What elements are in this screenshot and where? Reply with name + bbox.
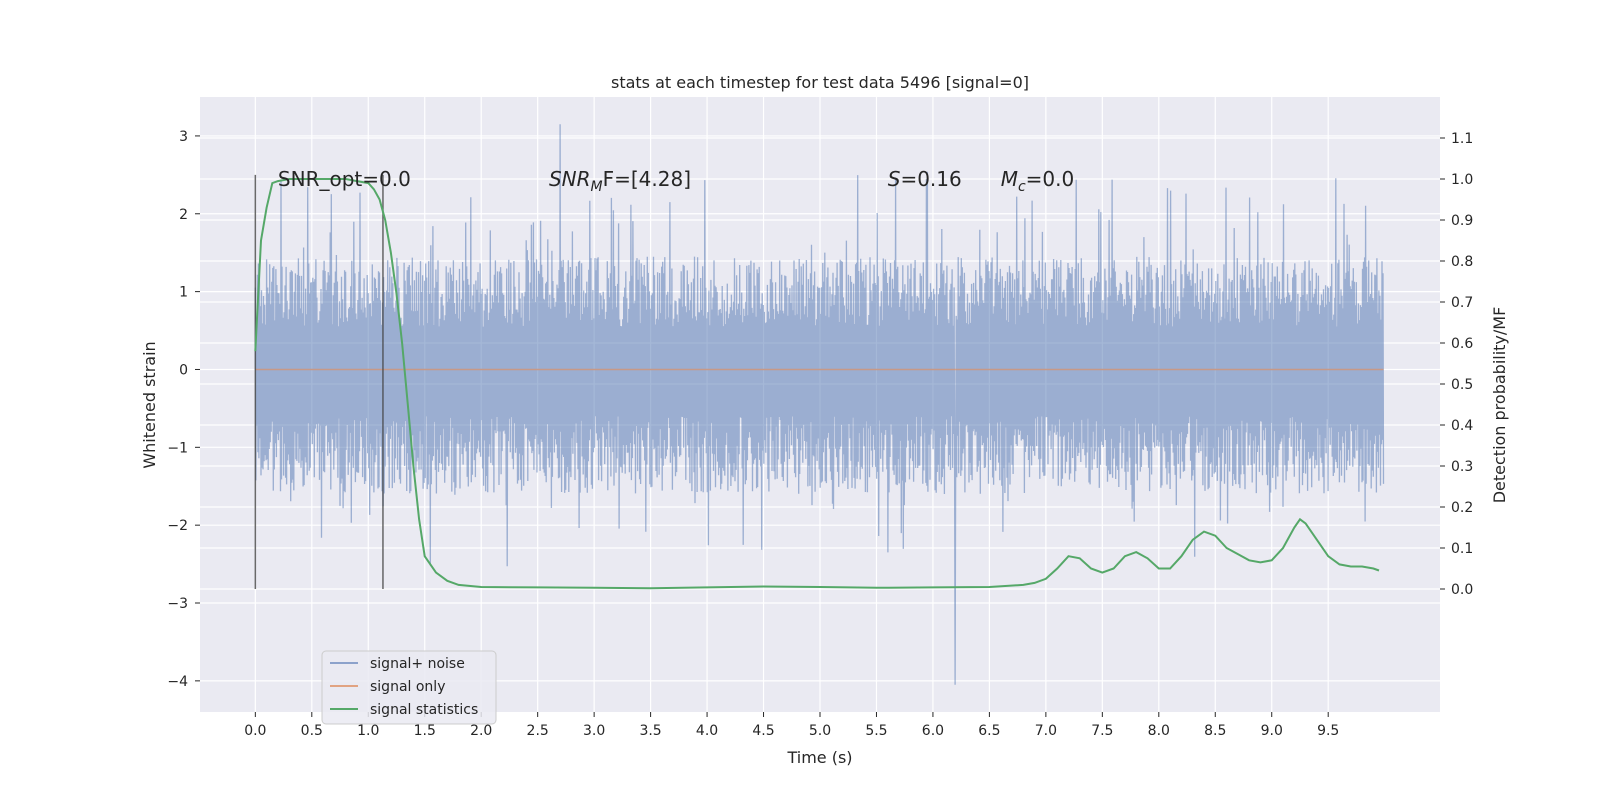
y-axis-label: Whitened strain	[140, 341, 159, 468]
legend	[321, 650, 497, 725]
y-tick-label: 1	[179, 285, 188, 301]
y-right-tick-label: 0.9	[1451, 213, 1473, 229]
annotation: SNRMF=[4.28]	[549, 167, 691, 195]
x-tick-label: 7.0	[1035, 723, 1057, 739]
y-right-axis-label: Detection probability/MF	[1490, 307, 1509, 504]
x-tick-label: 4.5	[752, 723, 774, 739]
x-tick-label: 0.0	[244, 723, 266, 739]
x-axis-label: Time (s)	[786, 748, 852, 767]
y-right-tick-label: 1.0	[1451, 172, 1473, 188]
annotation: SNR_opt=0.0	[278, 167, 411, 191]
y-right-tick-label: 0.1	[1451, 541, 1473, 557]
y-right-tick-label: 0.2	[1451, 500, 1473, 516]
legend-label: signal statistics	[370, 702, 478, 718]
x-tick-label: 2.5	[527, 723, 549, 739]
y-tick-label: −2	[167, 518, 188, 534]
x-tick-label: 3.0	[583, 723, 605, 739]
chart-title: stats at each timestep for test data 549…	[611, 73, 1029, 92]
y-right-tick-label: 0.0	[1451, 582, 1473, 598]
y-tick-label: 0	[179, 362, 188, 378]
x-tick-label: 3.5	[639, 723, 661, 739]
y-right-tick-label: 0.4	[1451, 418, 1473, 434]
x-tick-label: 6.5	[978, 723, 1000, 739]
y-right-tick-label: 0.5	[1451, 377, 1473, 393]
x-tick-label: 4.0	[696, 723, 718, 739]
y-right-tick-label: 0.6	[1451, 336, 1473, 352]
legend-label: signal only	[370, 679, 445, 695]
y-tick-label: 3	[179, 129, 188, 145]
y-right-tick-label: 0.7	[1451, 295, 1473, 311]
y-right-tick-label: 0.8	[1451, 254, 1473, 270]
annotation: Mc=0.0	[1001, 167, 1075, 195]
x-tick-label: 9.0	[1261, 723, 1283, 739]
x-tick-label: 1.5	[414, 723, 436, 739]
legend-label: signal+ noise	[370, 656, 465, 672]
x-tick-label: 0.5	[301, 723, 323, 739]
y-right-tick-label: 0.3	[1451, 459, 1473, 475]
x-tick-label: 5.0	[809, 723, 831, 739]
x-tick-label: 9.5	[1317, 723, 1339, 739]
y-tick-label: −3	[167, 596, 188, 612]
y-tick-label: −4	[167, 674, 188, 690]
x-tick-label: 7.5	[1091, 723, 1113, 739]
x-tick-label: 1.0	[357, 723, 379, 739]
y-right-tick-label: 1.1	[1451, 131, 1473, 147]
x-tick-label: 8.0	[1148, 723, 1170, 739]
series-signal-statistics	[254, 178, 1380, 590]
x-tick-label: 5.5	[865, 723, 887, 739]
y-tick-label: 2	[179, 207, 188, 223]
x-tick-label: 6.0	[922, 723, 944, 739]
x-tick-label: 2.0	[470, 723, 492, 739]
x-tick-label: 8.5	[1204, 723, 1226, 739]
annotation: S=0.16	[888, 167, 962, 191]
series-signal-plus-noise	[254, 124, 1385, 685]
y-tick-label: −1	[167, 440, 188, 456]
